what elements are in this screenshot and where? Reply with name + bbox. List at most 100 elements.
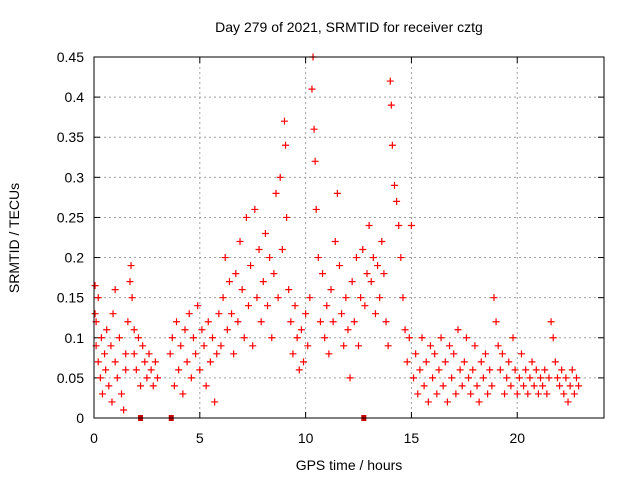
data-points xyxy=(91,53,583,421)
data-point xyxy=(94,358,102,366)
y-tick-label: 0.35 xyxy=(57,129,84,145)
data-point xyxy=(300,358,308,366)
data-point xyxy=(213,350,221,358)
data-point xyxy=(234,318,242,326)
data-point xyxy=(111,286,119,294)
data-point xyxy=(376,294,384,302)
y-tick-label: 0.4 xyxy=(65,89,85,105)
data-point xyxy=(412,350,420,358)
data-point xyxy=(198,326,206,334)
x-tick-label: 0 xyxy=(90,430,98,446)
data-point xyxy=(115,334,123,342)
data-point xyxy=(359,246,367,254)
data-point xyxy=(384,342,392,350)
data-point xyxy=(124,318,132,326)
data-point xyxy=(274,294,282,302)
data-point xyxy=(380,270,388,278)
data-point xyxy=(297,326,305,334)
data-point xyxy=(170,382,178,390)
data-point xyxy=(534,390,542,398)
data-point xyxy=(247,262,255,270)
data-point xyxy=(333,189,341,197)
data-point xyxy=(471,342,479,350)
data-point xyxy=(365,221,373,229)
data-point xyxy=(306,294,314,302)
data-point xyxy=(363,270,371,278)
data-point xyxy=(266,254,274,262)
y-axis-label: SRMTID / TECUs xyxy=(6,183,22,293)
data-point xyxy=(517,350,525,358)
y-tick-label: 0.2 xyxy=(65,250,85,266)
data-point xyxy=(96,374,104,382)
data-point xyxy=(141,358,149,366)
data-point xyxy=(439,382,447,390)
data-point xyxy=(255,246,263,254)
data-point xyxy=(101,350,109,358)
data-point xyxy=(97,334,105,342)
data-point xyxy=(539,382,547,390)
data-point xyxy=(448,374,456,382)
chart-title: Day 279 of 2021, SRMTID for receiver czt… xyxy=(215,19,483,35)
data-point xyxy=(94,294,102,302)
data-point xyxy=(209,334,217,342)
plot-frame xyxy=(93,56,605,419)
data-point xyxy=(388,141,396,149)
data-point xyxy=(361,302,369,310)
data-point xyxy=(122,350,130,358)
data-point xyxy=(291,302,299,310)
data-point xyxy=(259,278,267,286)
data-point xyxy=(223,326,231,334)
data-point xyxy=(570,390,578,398)
data-point xyxy=(175,366,183,374)
x-axis-label: GPS time / hours xyxy=(296,457,403,473)
data-point xyxy=(524,390,532,398)
data-point xyxy=(342,294,350,302)
data-point xyxy=(280,117,288,125)
data-point xyxy=(323,302,331,310)
data-point xyxy=(183,358,191,366)
data-point xyxy=(344,326,352,334)
data-point xyxy=(553,374,561,382)
data-point xyxy=(352,254,360,262)
x-tick-label: 10 xyxy=(298,430,314,446)
data-point xyxy=(327,286,335,294)
data-point xyxy=(134,334,142,342)
data-point xyxy=(515,374,523,382)
data-point xyxy=(503,374,511,382)
data-point xyxy=(416,366,424,374)
data-point xyxy=(244,302,252,310)
data-point xyxy=(387,101,395,109)
data-point xyxy=(293,334,301,342)
data-point xyxy=(462,334,470,342)
data-point xyxy=(122,366,130,374)
data-point xyxy=(225,278,233,286)
data-point xyxy=(562,374,570,382)
data-point xyxy=(132,366,140,374)
x-tick-label: 5 xyxy=(196,430,204,446)
data-point xyxy=(452,390,460,398)
data-point xyxy=(149,382,157,390)
data-point xyxy=(179,390,187,398)
data-point xyxy=(126,278,134,286)
data-point xyxy=(264,302,272,310)
data-point xyxy=(268,334,276,342)
data-point xyxy=(418,334,426,342)
data-point xyxy=(302,310,310,318)
data-point xyxy=(357,294,365,302)
data-point xyxy=(185,310,193,318)
data-point xyxy=(166,350,174,358)
data-point xyxy=(177,342,185,350)
data-point xyxy=(498,350,506,358)
data-point xyxy=(331,238,339,246)
data-point xyxy=(446,342,454,350)
data-point xyxy=(437,334,445,342)
data-point xyxy=(477,358,485,366)
data-point xyxy=(147,366,155,374)
data-point xyxy=(181,326,189,334)
data-point xyxy=(374,262,382,270)
data-point xyxy=(545,374,553,382)
data-point xyxy=(319,270,327,278)
data-point xyxy=(511,366,519,374)
data-point xyxy=(91,310,99,318)
data-point xyxy=(431,350,439,358)
